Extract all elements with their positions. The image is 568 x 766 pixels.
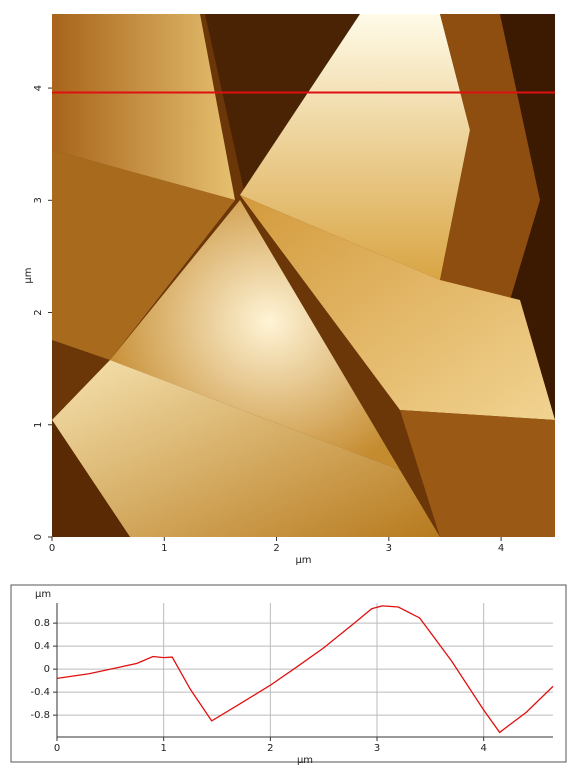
profile-frame [11,585,566,762]
x-axis-label: µm [295,555,311,566]
y-tick-label: 3 [33,197,44,203]
y-tick-label: 1 [33,422,44,428]
y-tick-label: -0.4 [30,687,50,698]
y-tick-label: -0.8 [30,710,50,721]
y-tick-label: 0 [33,534,44,540]
y-tick-label: 0.4 [34,641,50,652]
x-tick-label: 1 [161,543,167,554]
x-tick-label: 4 [480,743,486,754]
y-tick-label: 2 [33,309,44,315]
x-tick-label: 2 [267,743,273,754]
x-tick-label: 4 [498,543,504,554]
x-tick-label: 0 [49,543,55,554]
x-axis-label: µm [297,755,313,766]
x-tick-label: 3 [386,543,392,554]
y-tick-label: 0.8 [34,618,50,629]
x-tick-label: 1 [160,743,166,754]
x-tick-label: 0 [54,743,60,754]
y-axis-label: µm [35,589,51,600]
y-axis-label: µm [23,267,34,283]
page: 0 1 2 3 4 0 1 2 3 4 µm µm 0 1 2 3 4 0.8 0.4 0 -0.4 -0.8 µm µm [0,0,568,766]
x-tick-label: 3 [374,743,380,754]
x-tick-label: 2 [273,543,279,554]
y-tick-label: 4 [33,85,44,91]
y-tick-label: 0 [44,664,50,675]
